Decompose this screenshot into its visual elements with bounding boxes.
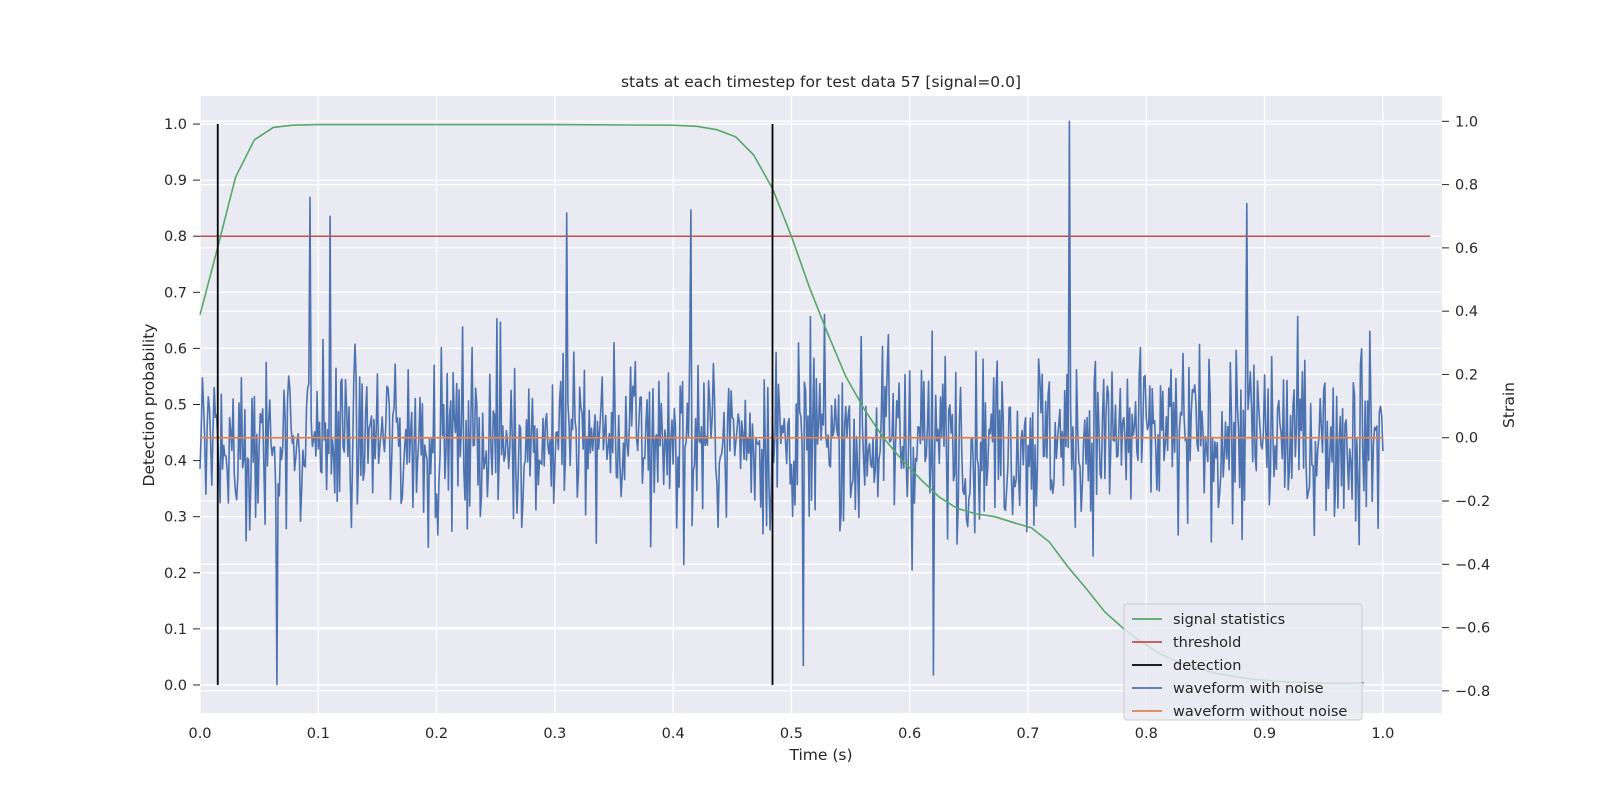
chart-title: stats at each timestep for test data 57 … bbox=[621, 73, 1021, 91]
y-tick-label: 0.7 bbox=[164, 285, 187, 301]
y-axis-ticks: 0.0 0.1 0.2 0.3 0.4 0.5 0.6 0.7 0.8 0.9 1.0 bbox=[164, 117, 200, 694]
x-tick-label: 0.0 bbox=[188, 726, 211, 742]
x-axis-ticks: 0.0 0.1 0.2 0.3 0.4 0.5 0.6 0.7 0.8 0.9 1.0 bbox=[188, 726, 1394, 742]
y-tick-label: 0.6 bbox=[164, 341, 187, 357]
x-tick-label: 0.3 bbox=[543, 726, 566, 742]
x-tick-label: 1.0 bbox=[1371, 726, 1394, 742]
y-tick-label: 0.0 bbox=[164, 678, 187, 694]
y-right-axis-ticks: −0.8 −0.6 −0.4 −0.2 0.0 0.2 0.4 0.6 0.8 1.0 bbox=[1442, 114, 1490, 700]
x-tick-label: 0.1 bbox=[307, 726, 330, 742]
y-tick-label: 0.2 bbox=[164, 566, 187, 582]
y-right-tick-label: 1.0 bbox=[1455, 114, 1478, 130]
y-right-axis-label: Strain bbox=[1500, 382, 1518, 428]
x-tick-label: 0.8 bbox=[1135, 726, 1158, 742]
x-tick-label: 0.2 bbox=[425, 726, 448, 742]
y-axis-label: Detection probability bbox=[140, 324, 158, 487]
legend-box bbox=[1123, 603, 1363, 721]
y-right-tick-label: 0.0 bbox=[1455, 431, 1478, 447]
legend-label: threshold bbox=[1173, 635, 1241, 651]
legend-entries: signal statistics threshold detection wavef… bbox=[1132, 612, 1347, 720]
legend-label: waveform without noise bbox=[1173, 704, 1347, 720]
y-tick-label: 0.5 bbox=[164, 398, 187, 414]
x-tick-label: 0.6 bbox=[898, 726, 921, 742]
y-tick-label: 1.0 bbox=[164, 117, 187, 133]
y-right-tick-label: −0.4 bbox=[1455, 557, 1490, 573]
y-tick-label: 0.3 bbox=[164, 510, 187, 526]
legend: signal statistics threshold detection wavef… bbox=[1123, 603, 1363, 721]
x-axis-label: Time (s) bbox=[788, 746, 852, 764]
y-right-tick-label: −0.2 bbox=[1455, 494, 1490, 510]
y-tick-label: 0.8 bbox=[164, 229, 187, 245]
legend-label: detection bbox=[1173, 658, 1241, 674]
series-waveform-with-noise bbox=[199, 120, 1384, 686]
y-right-tick-label: 0.2 bbox=[1455, 367, 1478, 383]
x-tick-label: 0.7 bbox=[1016, 726, 1039, 742]
x-tick-label: 0.5 bbox=[780, 726, 803, 742]
legend-label: waveform with noise bbox=[1173, 681, 1324, 697]
x-tick-label: 0.9 bbox=[1253, 726, 1276, 742]
y-right-tick-label: 0.4 bbox=[1455, 304, 1478, 320]
y-tick-label: 0.9 bbox=[164, 173, 187, 189]
legend-label: signal statistics bbox=[1173, 612, 1285, 628]
y-right-tick-label: 0.8 bbox=[1455, 178, 1478, 194]
y-right-tick-label: −0.8 bbox=[1455, 684, 1490, 700]
y-right-tick-label: 0.6 bbox=[1455, 241, 1478, 257]
y-right-tick-label: −0.6 bbox=[1455, 621, 1490, 637]
y-tick-label: 0.1 bbox=[164, 622, 187, 638]
y-tick-label: 0.4 bbox=[164, 454, 187, 470]
x-tick-label: 0.4 bbox=[662, 726, 685, 742]
